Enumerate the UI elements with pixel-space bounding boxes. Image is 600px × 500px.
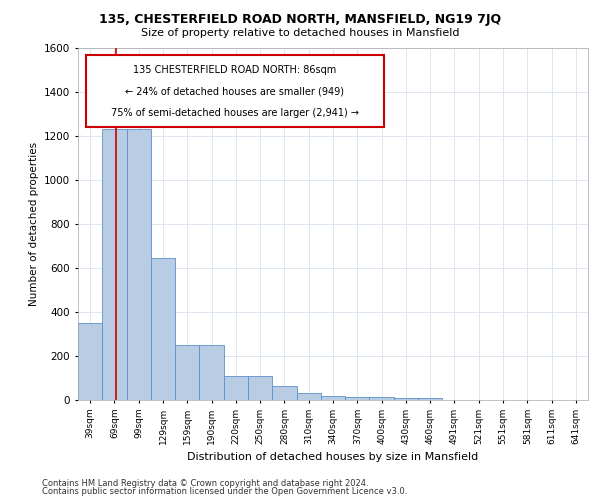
Y-axis label: Number of detached properties: Number of detached properties	[29, 142, 38, 306]
Text: 75% of semi-detached houses are larger (2,941) →: 75% of semi-detached houses are larger (…	[111, 108, 359, 118]
Bar	[199, 345, 224, 400]
Bar	[224, 376, 248, 400]
Text: 135 CHESTERFIELD ROAD NORTH: 86sqm: 135 CHESTERFIELD ROAD NORTH: 86sqm	[133, 65, 337, 75]
FancyBboxPatch shape	[86, 54, 384, 127]
Bar	[127, 129, 151, 400]
Bar	[345, 396, 370, 400]
Text: Contains HM Land Registry data © Crown copyright and database right 2024.: Contains HM Land Registry data © Crown c…	[42, 478, 368, 488]
X-axis label: Distribution of detached houses by size in Mansfield: Distribution of detached houses by size …	[187, 452, 479, 462]
Bar	[175, 345, 199, 400]
Bar	[102, 129, 127, 400]
Bar	[296, 394, 321, 400]
Bar	[394, 398, 418, 400]
Bar	[418, 398, 442, 400]
Bar	[321, 396, 345, 400]
Bar	[248, 376, 272, 400]
Bar	[151, 258, 175, 400]
Text: Size of property relative to detached houses in Mansfield: Size of property relative to detached ho…	[141, 28, 459, 38]
Bar	[272, 386, 296, 400]
Bar	[370, 396, 394, 400]
Text: 135, CHESTERFIELD ROAD NORTH, MANSFIELD, NG19 7JQ: 135, CHESTERFIELD ROAD NORTH, MANSFIELD,…	[99, 12, 501, 26]
Bar	[78, 323, 102, 400]
Text: Contains public sector information licensed under the Open Government Licence v3: Contains public sector information licen…	[42, 488, 407, 496]
Text: ← 24% of detached houses are smaller (949): ← 24% of detached houses are smaller (94…	[125, 86, 344, 97]
